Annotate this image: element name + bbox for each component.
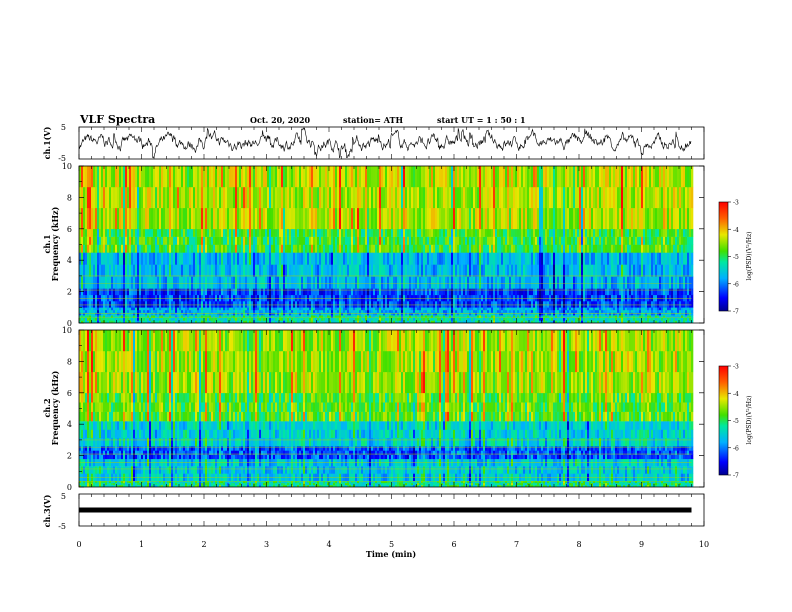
- ch1-spectrogram-image: [79, 166, 704, 323]
- ch2-colorbar-scale: [718, 365, 729, 476]
- time-tick-label: 5: [389, 540, 394, 549]
- ch1-colorbar-tick-label: -7: [733, 309, 739, 316]
- time-tick-label: 6: [451, 540, 456, 549]
- ch2-colorbar-tick-label: -6: [733, 445, 739, 452]
- ch1-spectrogram-ytick-label: 8: [67, 193, 72, 202]
- ch1-ytick-top: 5: [61, 123, 66, 132]
- ch1-colorbar-label: log(PSD)(V2/Hz): [745, 232, 754, 281]
- ch2-colorbar: -3 -4 -5 -6 -7 log(PSD)(V2/Hz): [718, 364, 754, 480]
- ch1-spectrogram-ytick-label: 0: [67, 319, 72, 328]
- ch3-ytick-top: 5: [61, 492, 66, 501]
- ch1-spectrogram-panel: 0 2 4 6 8 10 ch.1 Frequency (kHz): [42, 162, 705, 328]
- time-tick-label: 2: [201, 540, 206, 549]
- ch1-spectrogram-ytick-label: 6: [67, 225, 72, 234]
- ch2-spectrogram-panel: 0 2 4 6 8 10 ch.2 Frequency (kHz): [42, 326, 705, 492]
- ch2-colorbar-tick-label: -7: [733, 473, 739, 480]
- ch1-waveform-trace: [79, 128, 692, 159]
- ch2-spectrogram-ytick-label: 4: [67, 420, 72, 429]
- ch1-spectrogram-ytick-label: 4: [67, 256, 72, 265]
- time-tick-label: 1: [139, 540, 144, 549]
- ch2-spectrogram-ytick-label: 2: [67, 452, 72, 461]
- ch2-spectrogram-ytick-label: 6: [67, 389, 72, 398]
- time-tick-label: 8: [576, 540, 581, 549]
- time-axis-labels: 0 1 2 3 4 5 6 7 8 9 10: [76, 540, 709, 549]
- ch2-colorbar-tick-label: -3: [733, 364, 739, 371]
- ch2-colorbar-tick-label: -4: [733, 391, 739, 398]
- ch2-spectrogram-channel: ch.2: [42, 398, 52, 417]
- ch1-colorbar-tick-label: -5: [733, 254, 739, 261]
- ch1-waveform-ylabel: ch.1(V): [42, 126, 52, 159]
- ch3-waveform-trace: [79, 507, 692, 513]
- time-tick-label: 7: [514, 540, 519, 549]
- ch1-spectrogram-ytick-label: 2: [67, 288, 72, 297]
- ch2-spectrogram-ytick-label: 8: [67, 357, 72, 366]
- station-label: station= ATH: [343, 115, 403, 125]
- ch2-colorbar-label: log(PSD)(V2/Hz): [745, 396, 754, 445]
- ch2-spectrogram-ytick-label: 10: [62, 326, 72, 335]
- ch1-spectrogram-ylabel: Frequency (kHz): [50, 206, 60, 281]
- time-axis-ticks: [78, 127, 705, 526]
- ch2-spectrogram-ytick-label: 0: [67, 483, 72, 492]
- ch1-ytick-bottom: -5: [58, 154, 66, 163]
- ch2-colorbar-tick-label: -5: [733, 418, 739, 425]
- ch1-colorbar-tick-label: -6: [733, 281, 739, 288]
- ch2-spectrogram-ylabel: Frequency (kHz): [50, 370, 60, 445]
- date-label: Oct. 20, 2020: [250, 115, 311, 125]
- ch1-colorbar-scale: [718, 201, 729, 312]
- ch3-waveform-ylabel: ch.3(V): [42, 494, 52, 527]
- ch1-spectrogram-channel: ch.1: [42, 234, 52, 253]
- time-axis-title: Time (min): [366, 549, 416, 559]
- time-tick-label: 10: [699, 540, 709, 549]
- start-ut-label: start UT = 1 : 50 : 1: [437, 115, 526, 125]
- ch3-ytick-bottom: -5: [58, 522, 66, 531]
- ch1-spectrogram-ytick-label: 10: [62, 162, 72, 171]
- time-tick-label: 9: [639, 540, 644, 549]
- ch1-colorbar-tick-label: -4: [733, 227, 739, 234]
- time-tick-label: 4: [326, 540, 331, 549]
- time-tick-label: 0: [76, 540, 81, 549]
- time-tick-label: 3: [264, 540, 269, 549]
- ch1-colorbar: -3 -4 -5 -6 -7 log(PSD)(V2/Hz): [718, 200, 754, 316]
- ch2-spectrogram-image: [79, 330, 704, 487]
- figure-title: VLF Spectra: [79, 113, 155, 126]
- ch1-colorbar-tick-label: -3: [733, 200, 739, 207]
